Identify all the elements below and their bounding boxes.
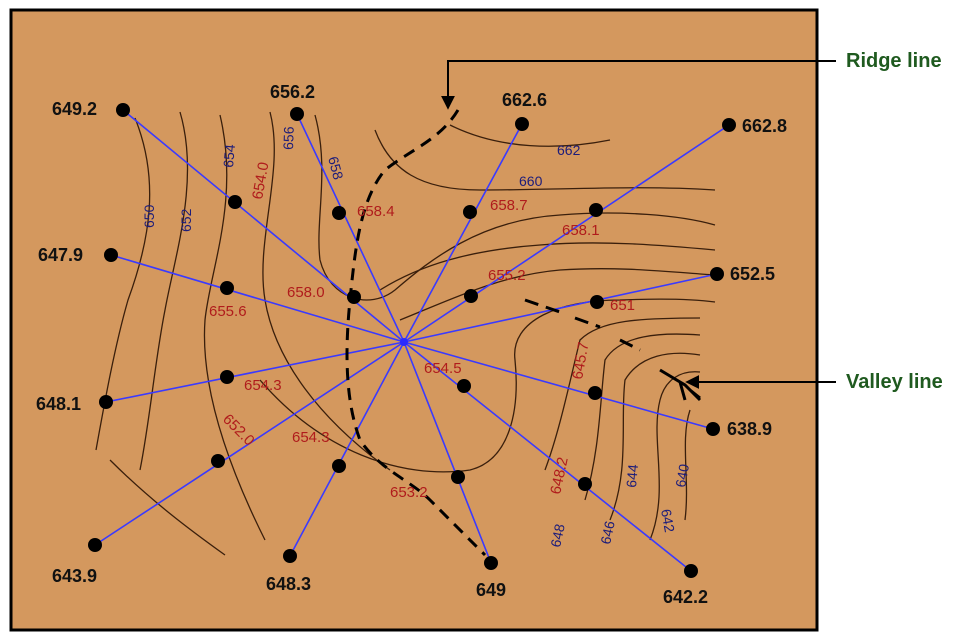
station-label-643.9: 643.9 bbox=[52, 566, 97, 586]
contour-label-656: 656 bbox=[280, 126, 297, 150]
station-label-647.9: 647.9 bbox=[38, 245, 83, 265]
ray-642.2 bbox=[403, 341, 692, 572]
ray-662.8 bbox=[403, 124, 730, 343]
ray-643.9 bbox=[94, 341, 405, 546]
spot-level-654.5: 654.5 bbox=[424, 360, 462, 377]
station-point-662.8 bbox=[722, 118, 736, 132]
ridge-line bbox=[345, 109, 487, 557]
station-label-662.8: 662.8 bbox=[742, 116, 787, 136]
station-label-656.2: 656.2 bbox=[270, 82, 315, 102]
survey-rays bbox=[94, 109, 730, 572]
spot-level-655.2: 655.2 bbox=[488, 267, 526, 284]
contour-648 bbox=[544, 317, 701, 471]
ray-648.3 bbox=[289, 341, 405, 557]
contour-label-660: 660 bbox=[519, 173, 543, 189]
spot-level-658.4: 658.4 bbox=[357, 203, 395, 220]
contour-646 bbox=[584, 333, 701, 501]
station-elevation-labels: 649.2 656.2 662.6 662.8 647.9 652.5 648.… bbox=[36, 82, 787, 607]
contour-label-654: 654 bbox=[220, 143, 238, 168]
ridge-arrow bbox=[441, 60, 836, 110]
station-label-648.3: 648.3 bbox=[266, 574, 311, 594]
intermediate-points bbox=[211, 195, 604, 491]
station-label-662.6: 662.6 bbox=[502, 90, 547, 110]
spot-level-658.7: 658.7 bbox=[490, 197, 528, 214]
contour-658 bbox=[314, 114, 716, 301]
station-label-652.5: 652.5 bbox=[730, 264, 775, 284]
spot-level-654.3-left: 654.3 bbox=[244, 377, 282, 394]
contour-label-648: 648 bbox=[547, 522, 568, 548]
station-label-642.2: 642.2 bbox=[663, 587, 708, 607]
station-point-638.9 bbox=[706, 422, 720, 436]
spot-level-653.2: 653.2 bbox=[390, 484, 428, 501]
instrument-station bbox=[400, 338, 408, 346]
station-point-652.5 bbox=[710, 267, 724, 281]
map-area bbox=[9, 8, 819, 632]
station-point-642.2 bbox=[684, 564, 698, 578]
valley-line bbox=[524, 298, 702, 402]
ridge-line-callout: Ridge line bbox=[846, 50, 942, 72]
ray-656.2 bbox=[296, 113, 405, 343]
contour-label-652: 652 bbox=[178, 208, 194, 232]
ray-638.9 bbox=[403, 341, 714, 430]
contour-label-644: 644 bbox=[623, 463, 641, 488]
station-label-649.2: 649.2 bbox=[52, 99, 97, 119]
spot-level-645.7: 645.7 bbox=[569, 341, 592, 381]
contour-label-658: 658 bbox=[325, 155, 347, 182]
contour-652 bbox=[139, 111, 189, 471]
contour-label-650: 650 bbox=[141, 204, 157, 228]
ray-649 bbox=[403, 341, 492, 564]
station-point-656.2 bbox=[290, 107, 304, 121]
ray-647.9 bbox=[110, 254, 405, 343]
contour-660 bbox=[374, 129, 716, 191]
contour-label-646: 646 bbox=[597, 519, 618, 545]
spot-level-654.3-lower: 654.3 bbox=[292, 429, 330, 446]
contour-654 bbox=[203, 114, 266, 541]
contour-label-642: 642 bbox=[658, 508, 678, 534]
valley-line-callout: Valley line bbox=[846, 371, 943, 393]
contour-653 bbox=[259, 298, 716, 473]
station-point-643.9 bbox=[88, 538, 102, 552]
station-label-648.1: 648.1 bbox=[36, 394, 81, 414]
station-point-647.9 bbox=[104, 248, 118, 262]
contour-label-640: 640 bbox=[672, 463, 692, 489]
contour-value-labels: 650 652 654 656 658 662 660 648 646 644 … bbox=[141, 126, 692, 549]
spot-level-651: 651 bbox=[610, 297, 635, 314]
contour-label-662: 662 bbox=[557, 142, 581, 158]
contour-655 bbox=[379, 242, 716, 291]
outer-station-points bbox=[88, 103, 736, 578]
contour-low-left bbox=[109, 459, 226, 556]
spot-level-658.1: 658.1 bbox=[562, 222, 600, 239]
contour-640 bbox=[684, 409, 691, 521]
station-point-648.3 bbox=[283, 549, 297, 563]
ray-662.6 bbox=[403, 123, 523, 343]
ray-652.5 bbox=[403, 273, 718, 343]
station-point-648.1 bbox=[99, 395, 113, 409]
spot-level-655.6: 655.6 bbox=[209, 303, 247, 320]
contour-642 bbox=[649, 371, 701, 541]
spot-level-658.0: 658.0 bbox=[287, 284, 325, 301]
contour-lines bbox=[95, 111, 716, 556]
station-point-662.6 bbox=[515, 117, 529, 131]
station-label-649: 649 bbox=[476, 580, 506, 600]
station-point-649 bbox=[484, 556, 498, 570]
station-point-649.2 bbox=[116, 103, 130, 117]
spot-level-654.0: 654.0 bbox=[249, 161, 272, 201]
contour-662 bbox=[449, 124, 611, 147]
ray-649.2 bbox=[122, 109, 405, 343]
ray-648.1 bbox=[105, 341, 405, 403]
contour-654b bbox=[399, 268, 716, 321]
station-label-638.9: 638.9 bbox=[727, 419, 772, 439]
contour-644 bbox=[609, 352, 701, 521]
